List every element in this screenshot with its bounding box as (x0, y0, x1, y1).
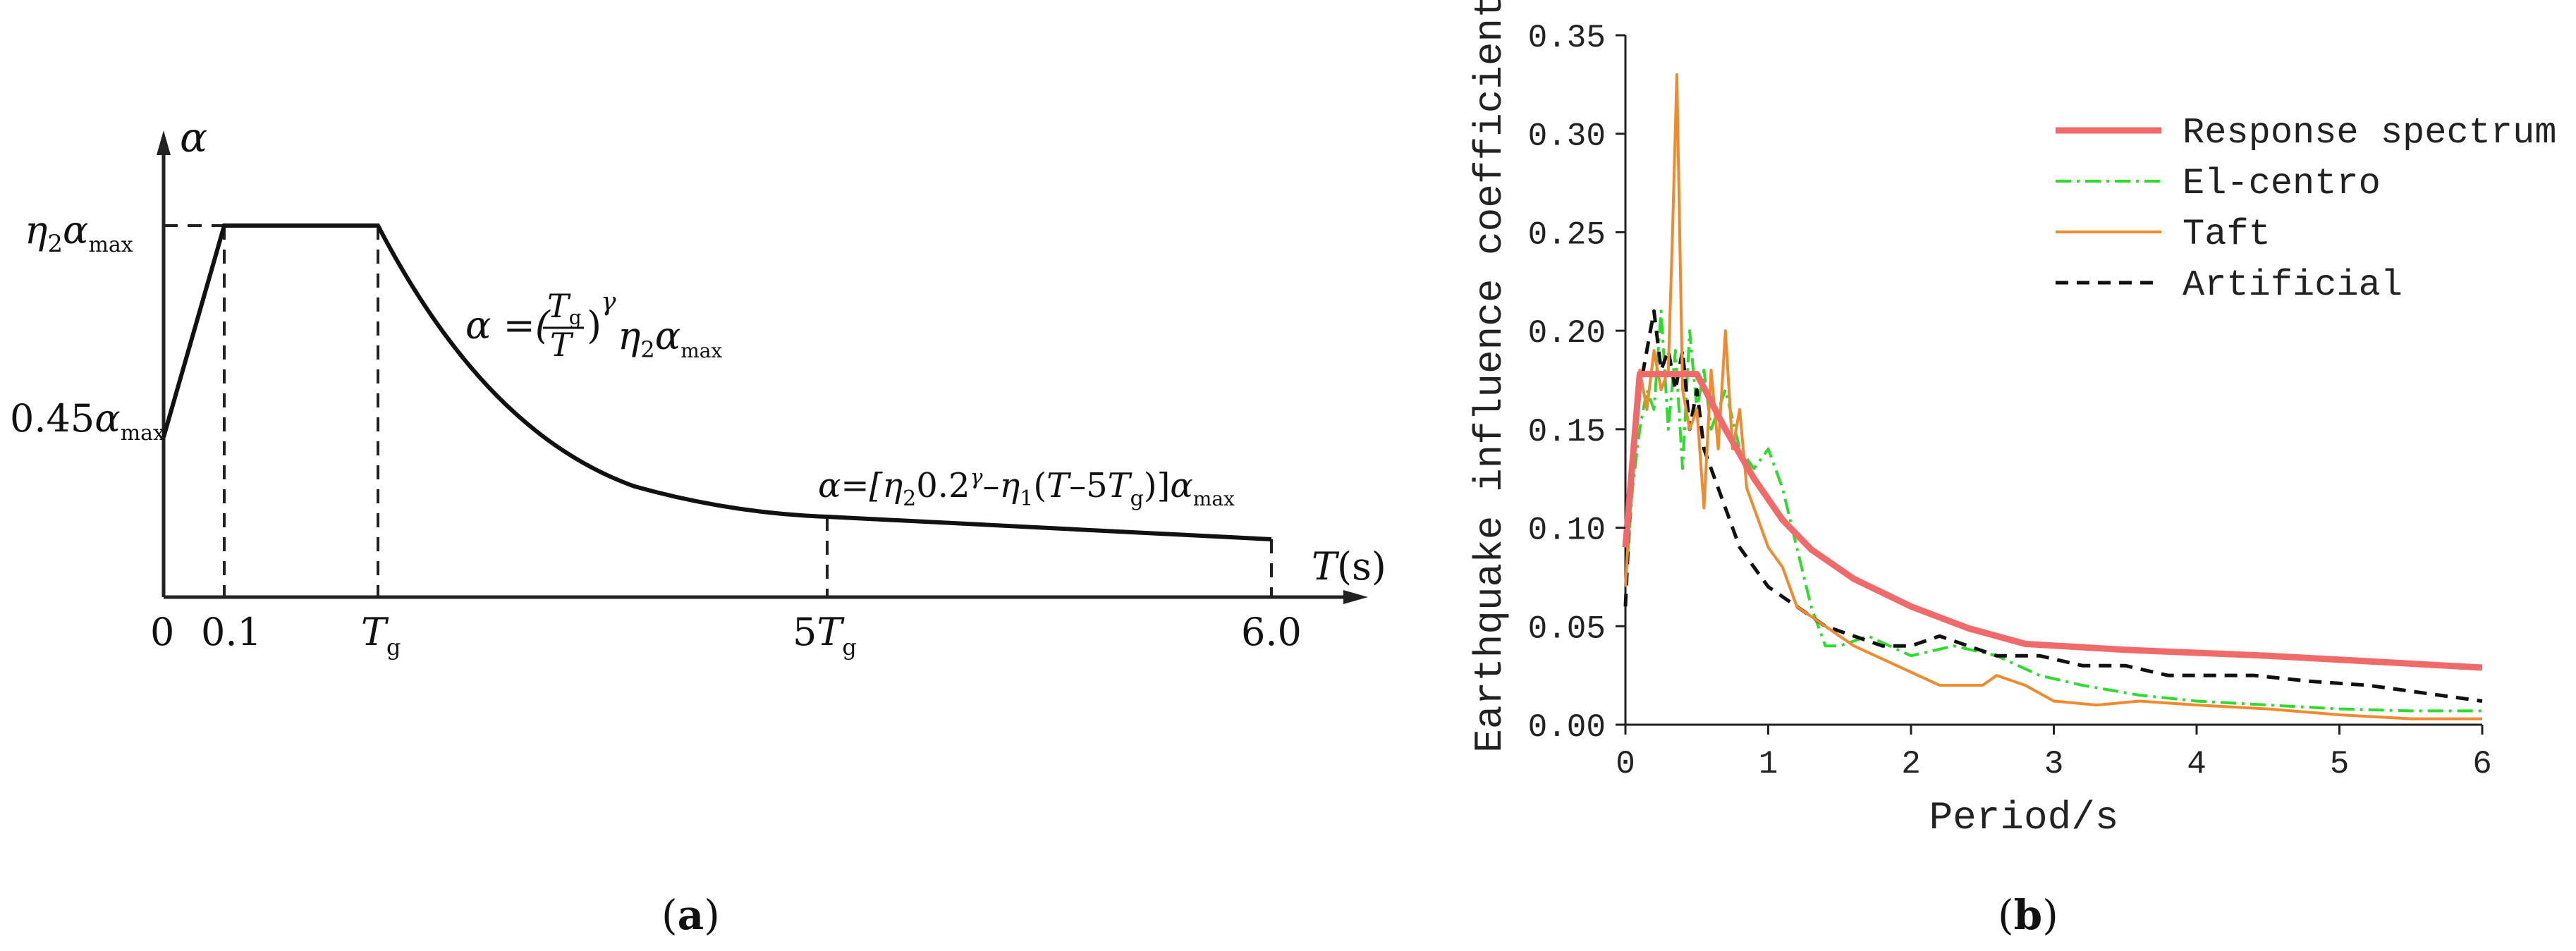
panel-b-caption: (b) (1998, 891, 2058, 939)
x-tick-label: 2 (1901, 746, 1921, 783)
x-tick-label: 5 (2330, 746, 2350, 783)
formula1-numerator: Tg (547, 287, 582, 329)
panel-b-legend: Response spectrum El-centro Taft Artificial (2056, 112, 2557, 306)
formula1-close: ) (587, 303, 602, 348)
x-tick-label: 0 (1616, 746, 1635, 783)
y-tick-label: 0.30 (1528, 118, 1606, 155)
series-line-el-centro (1624, 309, 2482, 713)
y-tick-label: 0.05 (1528, 611, 1606, 647)
y-tick-label: 0.35 (1528, 20, 1606, 56)
x-tick-label: 4 (2187, 746, 2206, 783)
panel-a-xtick-5tg: 5Tg (793, 610, 857, 661)
panel-a-spectrum-curve (161, 223, 1272, 541)
formula1-tail: η2αmax (618, 314, 722, 363)
panel-a-xtick-0: 0 (150, 610, 174, 654)
panel-a-caption: (a) (661, 891, 720, 939)
legend-label-response-spectrum: Response spectrum (2183, 112, 2557, 154)
legend-label-artificial: Artificial (2183, 264, 2403, 306)
series-line-artificial (1623, 309, 2483, 703)
panel-a-xtick-0.1: 0.1 (201, 610, 262, 654)
panel-a-xtick-tg: Tg (361, 610, 401, 661)
panel-b-ylabel: Earthquake influence coefficient (1467, 0, 1513, 753)
panel-b-ticks: 0 1 2 3 4 5 6 0.00 0.05 0.10 0.15 0.20 0.25 0.30 0.35 (1528, 20, 2492, 783)
panel-a-formula-1: α =( Tg T ) γ η2αmax (465, 287, 722, 364)
series-line-response-spectrum (1622, 371, 2483, 671)
panel-a-xtick-6: 6.0 (1241, 610, 1302, 654)
panel-a-alpha-label: α (180, 113, 207, 161)
y-tick-label: 0.00 (1528, 709, 1606, 746)
panel-b: 0 1 2 3 4 5 60.000.050.100.150.200.250.300.35 … (1467, 0, 2557, 939)
y-tick-label: 0.15 (1528, 414, 1606, 450)
x-tick-label: 6 (2472, 746, 2492, 783)
formula1-lhs: α =( (465, 303, 551, 348)
series-line-taft (1624, 73, 2482, 720)
y-tick-label: 0.20 (1528, 315, 1606, 352)
legend-label-taft: Taft (2183, 214, 2271, 255)
panel-a-ytick-045-alphamax: 0.45αmax (10, 396, 165, 446)
panel-a-t-axis-label: T(s) (1312, 544, 1386, 589)
panel-b-xlabel: Period/s (1929, 795, 2119, 840)
panel-a-y-arrow (157, 130, 171, 155)
formula1-denominator: T (550, 326, 574, 364)
y-tick-label: 0.25 (1528, 216, 1606, 253)
panel-a-formula-2: α=[η20.2γ–η1(T–5Tg)]αmax (818, 465, 1235, 511)
y-tick-label: 0.10 (1528, 513, 1606, 549)
formula1-exponent: γ (601, 288, 616, 317)
x-tick-label: 1 (1759, 746, 1778, 783)
panel-a: α η2αmax 0.45αmax 0 0.1 Tg 5Tg 6.0 T(s) … (10, 113, 1386, 939)
legend-label-el-centro: El-centro (2183, 163, 2381, 204)
panel-a-ytick-eta2-alphamax: η2αmax (25, 208, 133, 258)
panel-b-series-layer (1622, 73, 2483, 720)
x-tick-label: 3 (2044, 746, 2064, 783)
panel-a-x-arrow (1343, 590, 1368, 604)
